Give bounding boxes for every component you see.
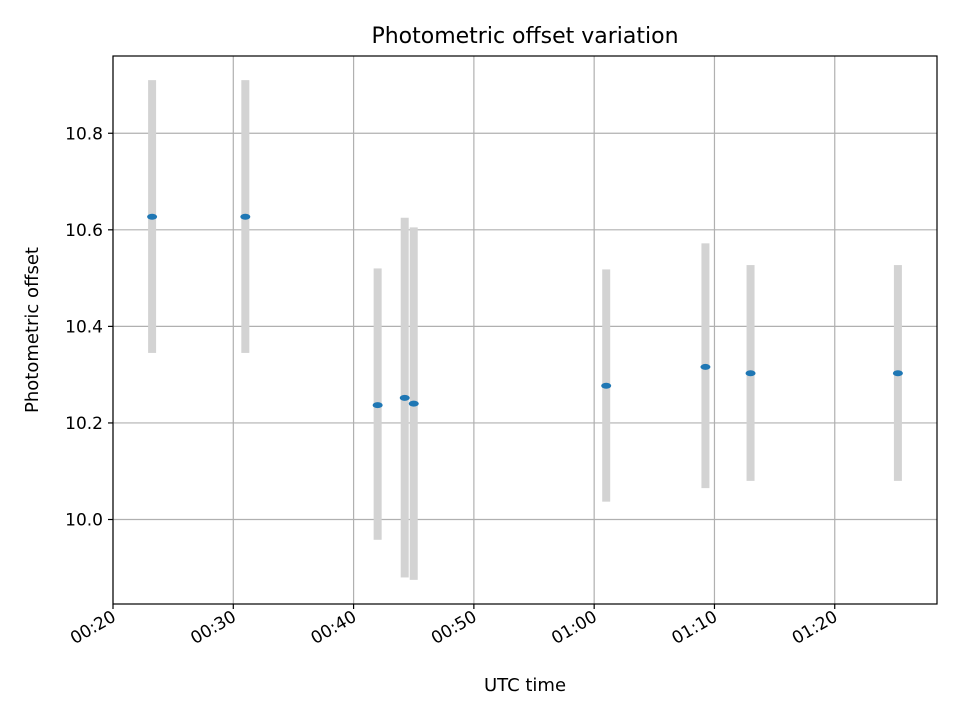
grid <box>112 56 937 604</box>
data-point <box>240 213 251 220</box>
chart-title: Photometric offset variation <box>371 24 678 49</box>
y-tick-label: 10.8 <box>65 124 103 144</box>
x-tick-label: 00:20 <box>67 607 119 649</box>
x-axis-label: UTC time <box>484 675 566 696</box>
y-tick-label: 10.6 <box>65 221 103 241</box>
data-point <box>892 370 903 377</box>
plot-frame <box>112 55 938 605</box>
x-tick-label: 01:10 <box>669 607 721 649</box>
data-point <box>700 363 711 370</box>
data-point <box>745 370 756 377</box>
data-point <box>408 400 419 407</box>
y-tick-label: 10.4 <box>65 317 103 337</box>
data-point <box>372 402 383 409</box>
x-tick-label: 00:40 <box>308 607 360 649</box>
y-tick-label: 10.2 <box>65 414 103 434</box>
y-axis-label: Photometric offset <box>22 247 43 413</box>
data-points <box>147 213 903 409</box>
x-axis: 00:20 00:30 00:40 00:50 01:00 01:10 01:20 <box>67 604 841 649</box>
data-point <box>399 394 410 401</box>
data-point <box>147 213 158 220</box>
error-bars <box>148 80 902 580</box>
x-tick-label: 00:50 <box>428 607 480 649</box>
x-tick-label: 01:20 <box>789 607 841 649</box>
x-tick-label: 01:00 <box>548 607 600 649</box>
y-axis: 10.0 10.2 10.4 10.6 10.8 <box>65 124 113 531</box>
data-point <box>601 382 612 389</box>
y-tick-label: 10.0 <box>65 511 103 531</box>
x-tick-label: 00:30 <box>187 607 239 649</box>
